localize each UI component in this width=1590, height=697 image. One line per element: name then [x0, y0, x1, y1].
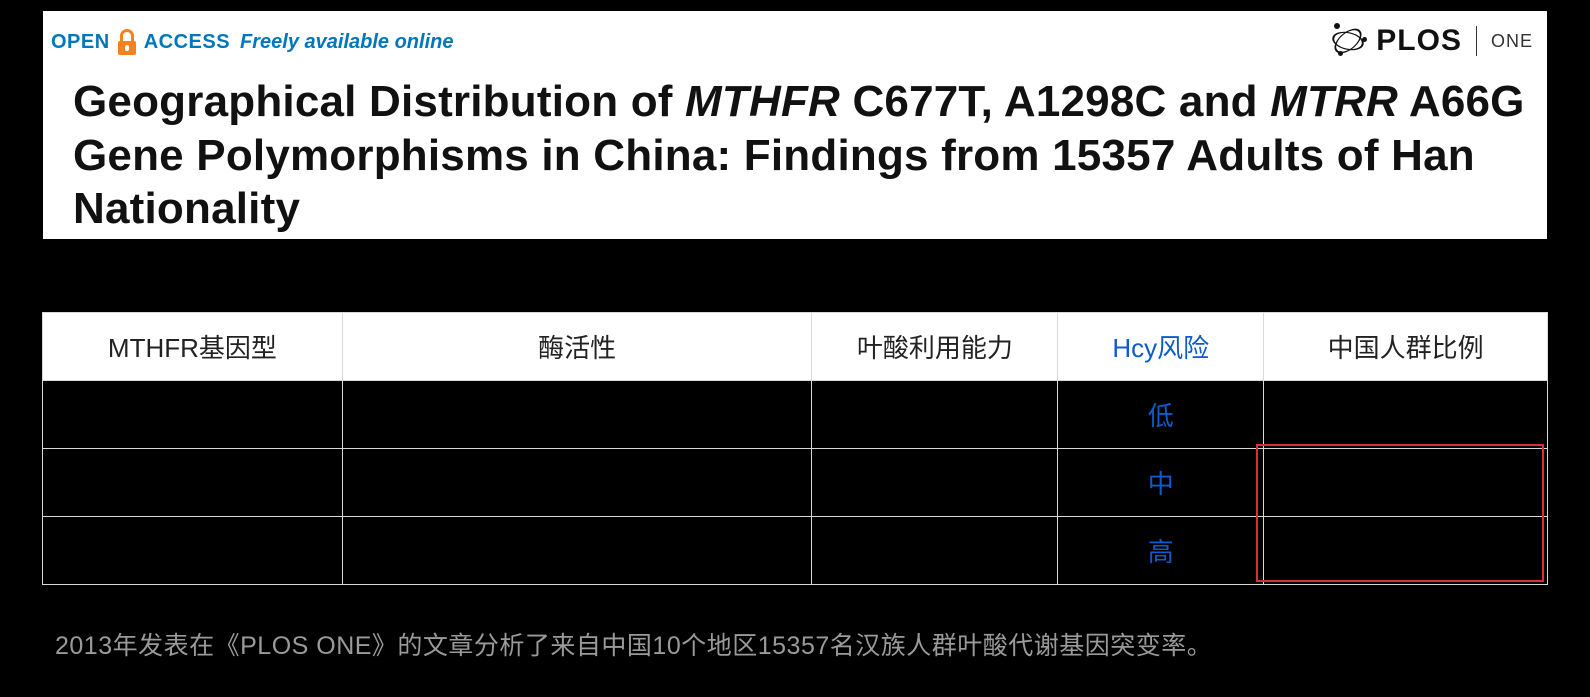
col-header-genotype: MTHFR基因型 — [43, 313, 343, 381]
table-row: 低 — [43, 381, 1548, 449]
plos-orbit-icon — [1328, 21, 1368, 61]
cell-folate — [812, 381, 1058, 449]
cell-hcy-risk: 高 — [1058, 517, 1264, 585]
plos-text: PLOS — [1376, 24, 1462, 58]
cell-folate — [812, 449, 1058, 517]
title-prefix: Geographical Distribution of — [73, 77, 685, 126]
cell-ratio — [1264, 449, 1548, 517]
cell-enzyme — [342, 449, 812, 517]
genotype-table: MTHFR基因型 酶活性 叶酸利用能力 Hcy风险 中国人群比例 低 中 高 — [42, 312, 1548, 585]
plos-separator — [1476, 26, 1477, 56]
cell-ratio — [1264, 517, 1548, 585]
cell-ratio — [1264, 381, 1548, 449]
col-header-ratio: 中国人群比例 — [1264, 313, 1548, 381]
plos-one-text: ONE — [1491, 31, 1533, 52]
cell-genotype — [43, 449, 343, 517]
cell-folate — [812, 517, 1058, 585]
plos-one-logo: PLOS ONE — [1328, 21, 1533, 61]
cell-hcy-risk: 低 — [1058, 381, 1264, 449]
cell-enzyme — [342, 517, 812, 585]
paper-header-panel: OPEN ACCESS Freely available online PLOS… — [42, 10, 1548, 240]
cell-hcy-risk: 中 — [1058, 449, 1264, 517]
title-gene-mtrr: MTRR — [1270, 77, 1398, 126]
figure-caption: 2013年发表在《PLOS ONE》的文章分析了来自中国10个地区15357名汉… — [55, 626, 1212, 662]
table-row: 高 — [43, 517, 1548, 585]
col-header-folate: 叶酸利用能力 — [812, 313, 1058, 381]
paper-title: Geographical Distribution of MTHFR C677T… — [73, 75, 1527, 236]
cell-genotype — [43, 381, 343, 449]
title-mid1: C677T, A1298C and — [840, 77, 1270, 126]
table-row: 中 — [43, 449, 1548, 517]
col-header-hcy: Hcy风险 — [1058, 313, 1264, 381]
open-access-freely: Freely available online — [240, 31, 453, 54]
open-access-open: OPEN — [51, 31, 110, 54]
open-access-access: ACCESS — [144, 31, 230, 54]
title-gene-mthfr: MTHFR — [685, 77, 840, 126]
cell-enzyme — [342, 381, 812, 449]
open-access-lock-icon — [118, 29, 136, 55]
table-header-row: MTHFR基因型 酶活性 叶酸利用能力 Hcy风险 中国人群比例 — [43, 313, 1548, 381]
col-header-enzyme: 酶活性 — [342, 313, 812, 381]
cell-genotype — [43, 517, 343, 585]
open-access-line: OPEN ACCESS Freely available online — [51, 29, 453, 55]
